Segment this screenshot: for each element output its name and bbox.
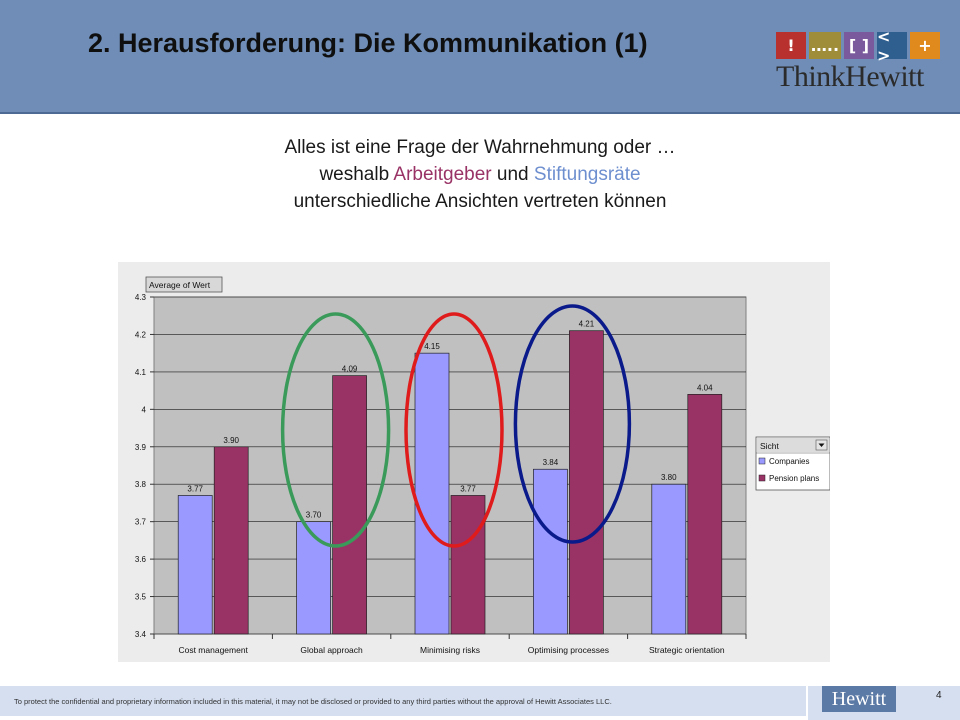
bar-companies: [651, 483, 687, 635]
plus-logo-icon: +: [910, 32, 940, 59]
bar-pension-plans: [450, 495, 486, 635]
y-tick-label: 4.1: [135, 368, 147, 377]
chevron-down-icon: [818, 443, 825, 447]
bar-chart: 3.4 3.5 3.6 3.7 3.8 3.9 4 4.1 4.2 4.3 Average of W…: [118, 262, 831, 662]
logo-think: Think: [776, 60, 846, 93]
slide-subtitle: Alles ist eine Frage der Wahrnehmung ode…: [150, 134, 810, 215]
subtitle-text: weshalb: [319, 164, 394, 185]
ellipsis-logo-icon: …..: [809, 32, 841, 59]
bar-pension-plans: [332, 375, 367, 635]
bar-pension-plans: [569, 330, 604, 635]
annotation-ellipse: [404, 312, 504, 548]
angle-brackets-logo-icon: < >: [877, 27, 907, 65]
header-divider: [0, 112, 960, 114]
legend-entry: Companies: [769, 457, 809, 466]
y-tick-label: 3.9: [135, 443, 147, 452]
bar-pension-plans: [687, 394, 723, 635]
subtitle-text: und: [491, 164, 534, 185]
subtitle-line-3: unterschiedliche Ansichten vertreten kön…: [293, 191, 667, 212]
hewitt-footer-logo: Hewitt: [822, 686, 896, 712]
exclamation-logo-icon: !: [776, 32, 806, 59]
y-tick-label: 4: [142, 405, 147, 414]
y-tick-label: 3.7: [135, 518, 147, 527]
legend-header: [757, 438, 829, 452]
data-label: 3.77: [460, 484, 476, 493]
bar-companies: [414, 352, 450, 635]
bar-companies: [533, 468, 568, 635]
bar-pension-plans: [213, 446, 249, 635]
x-tick-label: Strategic orientation: [649, 645, 725, 655]
legend-swatch: [758, 474, 766, 482]
data-label: 3.80: [661, 473, 677, 482]
x-tick-label: Minimising risks: [420, 645, 480, 655]
thinkhewitt-logo: ThinkHewitt: [776, 60, 924, 94]
bar-companies: [296, 521, 331, 635]
y-tick-label: 4.2: [135, 330, 147, 339]
x-tick-label: Global approach: [300, 645, 363, 655]
data-label: 3.84: [543, 458, 559, 467]
plot-area: [153, 296, 747, 635]
subtitle-line-2: weshalb Arbeitgeber und Stiftungsräte: [150, 161, 810, 188]
y-tick-label: 3.6: [135, 555, 147, 564]
annotation-ellipse: [513, 304, 632, 544]
field-button: [145, 276, 223, 293]
field-button-label: Average of Wert: [149, 280, 211, 290]
slide-title: 2. Herausforderung: Die Kommunikation (1…: [88, 28, 648, 58]
data-label: 3.90: [223, 436, 239, 445]
bar-companies: [177, 495, 213, 635]
y-tick-label: 4.3: [135, 293, 147, 302]
data-label: 4.21: [579, 320, 595, 329]
data-label: 3.77: [187, 484, 203, 493]
y-tick-label: 3.5: [135, 593, 147, 602]
footer-disclaimer: To protect the confidential and propriet…: [14, 697, 612, 706]
data-label: 4.09: [342, 365, 358, 374]
brackets-logo-icon: [ ]: [844, 32, 874, 59]
data-label: 4.15: [424, 342, 440, 351]
legend-swatch: [758, 457, 766, 465]
legend-entry: Pension plans: [769, 474, 819, 483]
y-tick-label: 3.4: [135, 630, 147, 639]
data-label: 4.04: [697, 383, 713, 392]
legend-title: Sicht: [760, 441, 780, 451]
subtitle-line-1: Alles ist eine Frage der Wahrnehmung ode…: [284, 137, 676, 158]
x-tick-label: Optimising processes: [528, 645, 609, 655]
thinkhewitt-logo-boxes: ! ….. [ ] < > +: [776, 27, 940, 65]
subtitle-arbeitgeber: Arbeitgeber: [393, 164, 492, 185]
x-tick-label: Cost management: [178, 645, 248, 655]
logo-hewitt: Hewitt: [845, 60, 924, 93]
annotation-ellipse: [280, 312, 391, 548]
y-tick-label: 3.8: [135, 480, 147, 489]
data-label: 3.70: [306, 511, 322, 520]
page-number: 4: [936, 690, 942, 701]
subtitle-stiftungsraete: Stiftungsräte: [533, 164, 641, 185]
footer-bar: [0, 686, 806, 716]
